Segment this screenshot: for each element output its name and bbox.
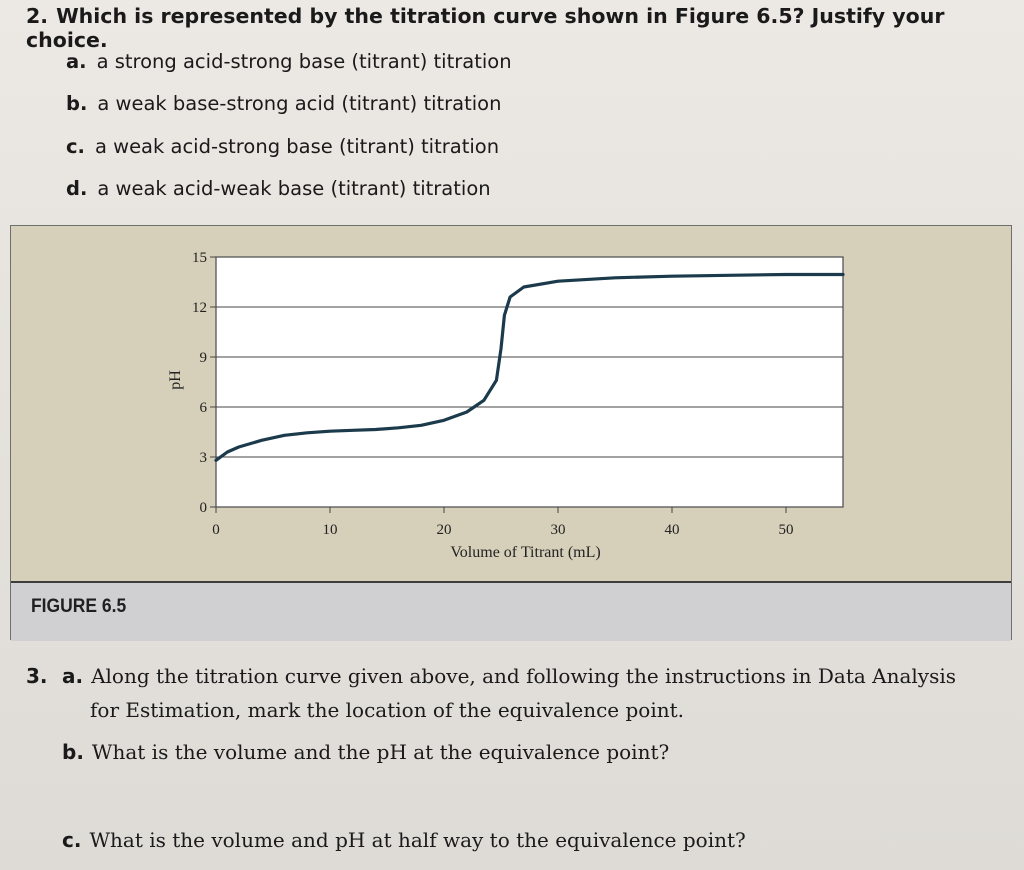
choice-d: d. a weak acid-weak base (titrant) titrat…: [66, 177, 491, 200]
x-axis-label: Volume of Titrant (mL): [450, 544, 600, 561]
choice-b: b. a weak base-strong acid (titrant) titr…: [66, 92, 501, 115]
question-2-number: 2.: [26, 4, 49, 28]
x-tick-label: 10: [323, 522, 338, 538]
part-text-line-1: Along the titration curve given above, a…: [91, 664, 957, 688]
question-2-text: Which is represented by the titration cu…: [26, 4, 945, 52]
choice-c: c. a weak acid-strong base (titrant) titr…: [66, 135, 499, 158]
part-letter: c.: [62, 828, 82, 852]
choice-text: a weak base-strong acid (titrant) titrat…: [97, 92, 502, 115]
choice-a: a. a strong acid-strong base (titrant) ti…: [66, 50, 512, 73]
question-2: 2. Which is represented by the titration …: [26, 4, 1024, 52]
part-letter: b.: [62, 740, 84, 764]
y-tick-label: 9: [200, 350, 208, 366]
part-text-line-2: for Estimation, mark the location of the…: [90, 698, 685, 722]
question-3-number: 3.: [26, 664, 48, 688]
plot-area: [215, 256, 844, 508]
x-tick-label: 30: [551, 522, 566, 538]
question-3a-line-2: for Estimation, mark the location of the…: [90, 698, 684, 722]
part-text: What is the volume and the pH at the equ…: [91, 740, 670, 764]
y-tick-label: 0: [200, 500, 208, 516]
choice-letter: d.: [66, 177, 88, 200]
question-3a: a. Along the titration curve given above,…: [62, 664, 956, 688]
choice-text: a strong acid-strong base (titrant) titr…: [96, 50, 512, 73]
x-tick-label: 0: [212, 522, 220, 538]
choice-text: a weak acid-strong base (titrant) titrat…: [94, 135, 500, 158]
y-tick-label: 12: [192, 300, 207, 316]
choice-letter: b.: [66, 92, 88, 115]
figure-caption-bar: [11, 581, 1011, 641]
figure-label: FIGURE 6.5: [31, 596, 127, 617]
x-tick-label: 20: [437, 522, 452, 538]
x-tick-label: 50: [779, 522, 794, 538]
choice-text: a weak acid-weak base (titrant) titratio…: [97, 177, 491, 200]
x-tick-label: 40: [665, 522, 680, 538]
y-tick-label: 15: [192, 250, 207, 266]
question-3c: c. What is the volume and pH at half way …: [62, 828, 746, 852]
choice-letter: a.: [66, 50, 87, 73]
choice-letter: c.: [66, 135, 85, 158]
part-letter: a.: [62, 664, 84, 688]
part-text: What is the volume and pH at half way to…: [89, 828, 746, 852]
y-tick-label: 3: [200, 450, 208, 466]
y-tick-label: 6: [200, 400, 208, 416]
y-axis-label: pH: [167, 370, 184, 390]
question-3b: b. What is the volume and the pH at the e…: [62, 740, 669, 764]
titration-curve: [214, 272, 845, 462]
